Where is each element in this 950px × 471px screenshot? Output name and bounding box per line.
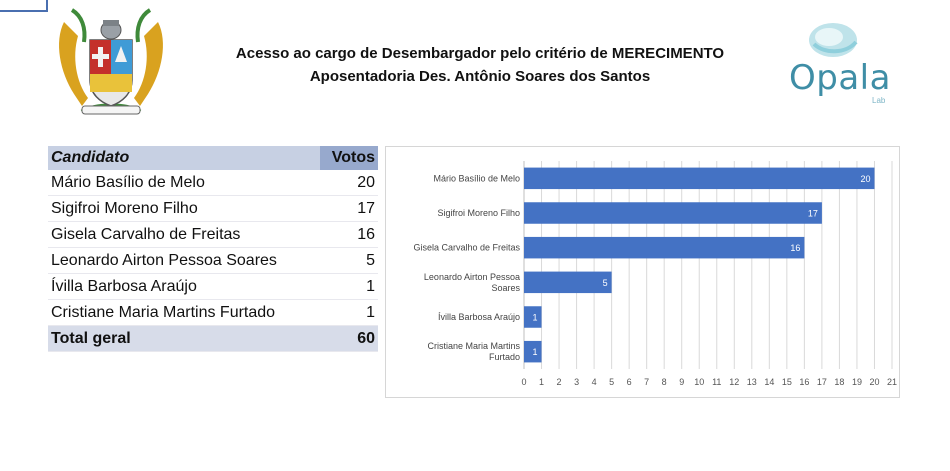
table-row: Gisela Carvalho de Freitas 16 bbox=[48, 221, 378, 248]
x-tick-label: 7 bbox=[644, 377, 649, 387]
x-tick-label: 3 bbox=[574, 377, 579, 387]
x-tick-label: 20 bbox=[869, 377, 879, 387]
candidate-name: Mário Basílio de Melo bbox=[48, 170, 321, 196]
x-tick-label: 1 bbox=[539, 377, 544, 387]
bar-data-label: 1 bbox=[533, 313, 538, 323]
bar-data-label: 5 bbox=[603, 278, 608, 288]
x-tick-label: 14 bbox=[764, 377, 774, 387]
bar bbox=[524, 202, 822, 224]
table-header-row: Candidato Votos bbox=[48, 146, 378, 170]
candidate-votes: 17 bbox=[320, 195, 378, 222]
x-tick-label: 6 bbox=[627, 377, 632, 387]
candidate-name: Ívilla Barbosa Araújo bbox=[48, 273, 321, 300]
table-row: Leonardo Airton Pessoa Soares 5 bbox=[48, 247, 378, 274]
column-header-votes: Votos bbox=[320, 146, 378, 170]
candidate-votes: 20 bbox=[320, 170, 378, 196]
x-tick-label: 13 bbox=[747, 377, 757, 387]
x-tick-label: 18 bbox=[834, 377, 844, 387]
candidate-votes: 1 bbox=[320, 273, 378, 300]
bar-data-label: 16 bbox=[790, 243, 800, 253]
column-header-candidate: Candidato bbox=[48, 146, 321, 170]
table-row: Mário Basílio de Melo 20 bbox=[48, 170, 378, 196]
brand-sub: Lab bbox=[872, 96, 886, 105]
table-row: Ívilla Barbosa Araújo 1 bbox=[48, 273, 378, 300]
bar bbox=[524, 167, 875, 190]
x-tick-label: 0 bbox=[521, 377, 526, 387]
bar-data-label: 20 bbox=[860, 174, 870, 184]
table-row: Sigifroi Moreno Filho 17 bbox=[48, 195, 378, 222]
bar-chart-svg: 0 1 2 3 4 5 6 7 8 9 10 11 12 13 14 15 16 17 18 19 20 2120Mári… bbox=[413, 161, 897, 387]
bar-chart: 0 1 2 3 4 5 6 7 8 9 10 11 12 13 14 15 16 17 18 19 20 21 20 Mári… bbox=[385, 146, 900, 398]
candidate-votes: 5 bbox=[320, 247, 378, 274]
bar bbox=[524, 236, 805, 259]
x-tick-label: 19 bbox=[852, 377, 862, 387]
candidate-votes: 1 bbox=[320, 299, 378, 326]
total-label: Total geral bbox=[48, 325, 321, 352]
x-tick-label: 9 bbox=[679, 377, 684, 387]
x-tick-label: 12 bbox=[729, 377, 739, 387]
x-tick-label: 15 bbox=[782, 377, 792, 387]
corner-mark bbox=[0, 0, 48, 12]
x-tick-label: 8 bbox=[662, 377, 667, 387]
x-tick-label: 16 bbox=[799, 377, 809, 387]
bar-data-label: 17 bbox=[808, 209, 818, 219]
total-value: 60 bbox=[320, 325, 378, 352]
x-tick-label: 5 bbox=[609, 377, 614, 387]
x-tick-label: 4 bbox=[592, 377, 597, 387]
category-label: Sigifroi Moreno Filho bbox=[437, 208, 520, 218]
x-tick-label: 21 bbox=[887, 377, 897, 387]
category-label: Cristiane Maria Martins Furtado bbox=[427, 341, 520, 362]
brand-name: Opala bbox=[789, 58, 891, 98]
bar-data-label: 1 bbox=[533, 347, 538, 357]
candidate-name: Leonardo Airton Pessoa Soares bbox=[48, 247, 321, 274]
chart-title: Acesso ao cargo de Desembargador pelo cr… bbox=[235, 45, 725, 62]
coat-of-arms-icon bbox=[59, 8, 163, 115]
opala-gem-icon bbox=[809, 23, 858, 57]
category-label: Gisela Carvalho de Freitas bbox=[413, 243, 520, 253]
candidate-name: Gisela Carvalho de Freitas bbox=[48, 221, 321, 248]
bar bbox=[524, 271, 612, 294]
category-label: Ívilla Barbosa Araújo bbox=[438, 312, 520, 322]
candidate-name: Sigifroi Moreno Filho bbox=[48, 195, 321, 222]
table-total-row: Total geral 60 bbox=[48, 325, 378, 352]
chart-subtitle: Aposentadoria Des. Antônio Soares dos Sa… bbox=[309, 68, 651, 85]
votes-table: Candidato Votos Mário Basílio de Melo 20… bbox=[48, 146, 378, 352]
x-tick-label: 17 bbox=[817, 377, 827, 387]
category-label: Mário Basílio de Melo bbox=[433, 173, 520, 183]
bar bbox=[524, 340, 542, 363]
bar bbox=[524, 306, 542, 328]
x-tick-label: 11 bbox=[712, 377, 721, 387]
x-tick-label: 2 bbox=[557, 377, 562, 387]
category-label: Leonardo Airton Pessoa Soares bbox=[424, 272, 521, 293]
candidate-name: Cristiane Maria Martins Furtado bbox=[48, 299, 321, 326]
table-row: Cristiane Maria Martins Furtado 1 bbox=[48, 299, 378, 326]
candidate-votes: 16 bbox=[320, 221, 378, 248]
x-tick-label: 10 bbox=[694, 377, 704, 387]
